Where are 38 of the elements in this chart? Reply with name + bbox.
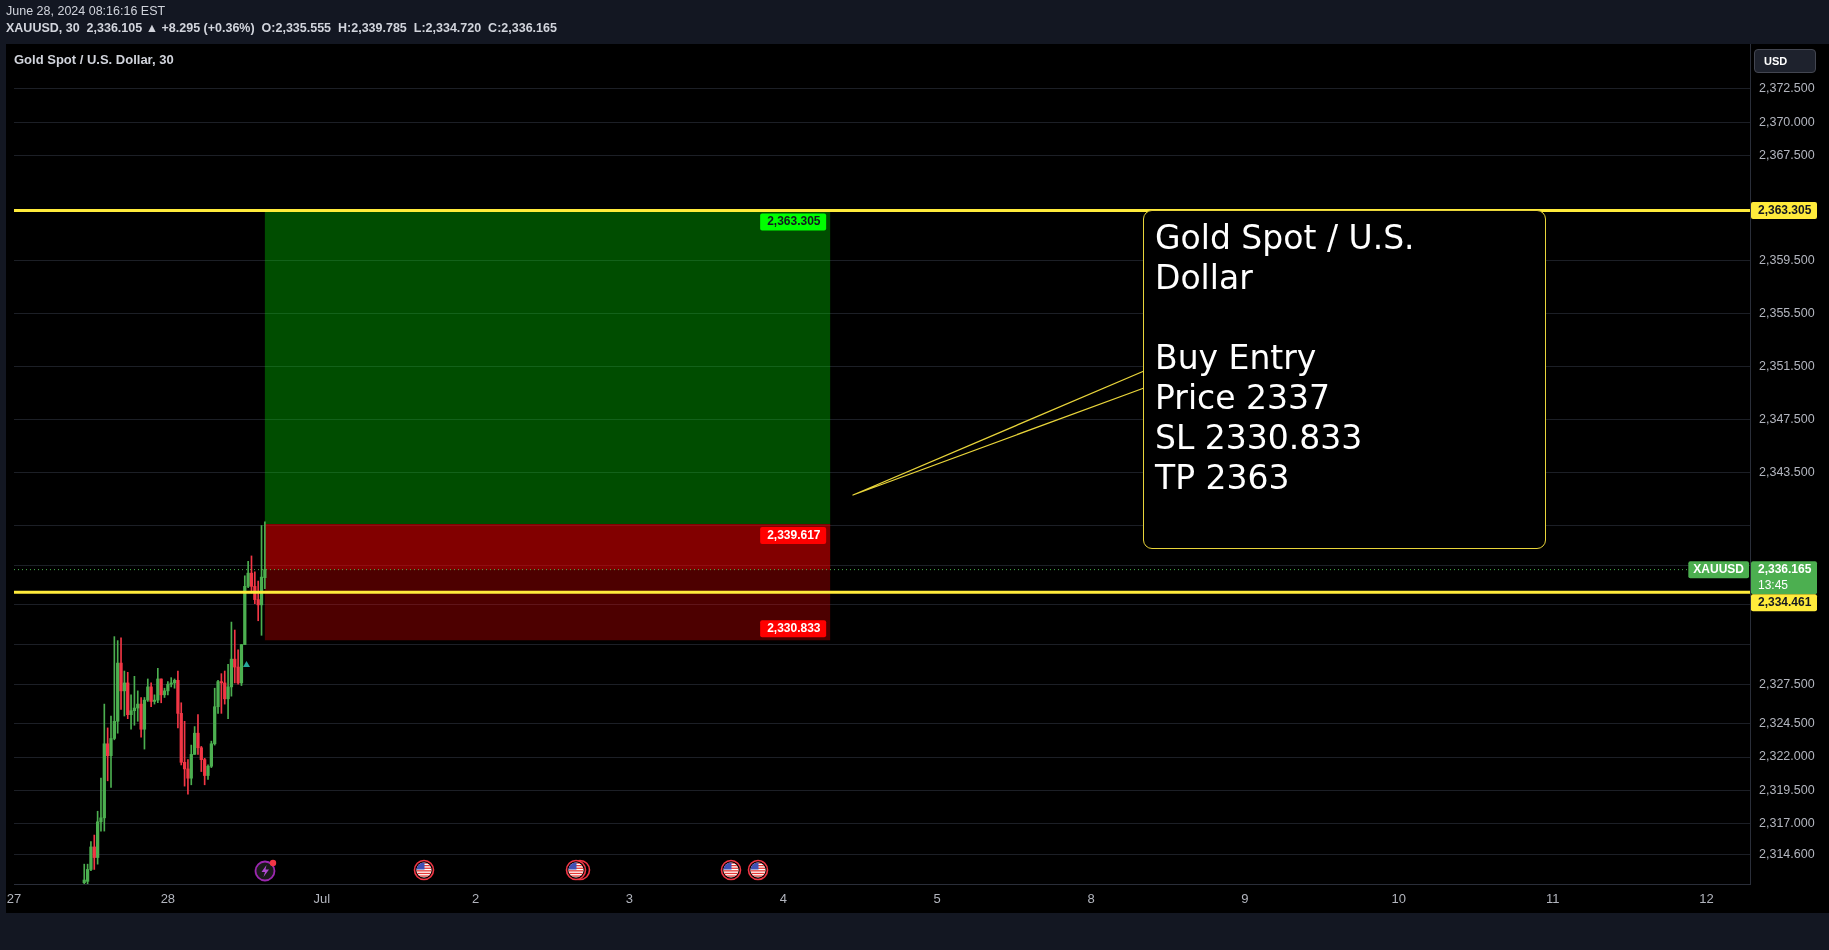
y-tick-label: 2,324.500 [1759, 716, 1815, 731]
x-tick-label: 8 [1087, 891, 1095, 907]
y-tick-label: 2,370.000 [1759, 114, 1815, 129]
y-tick-label: 2,314.600 [1759, 847, 1815, 862]
text: Gold Spot / U.S. Dollar, 30 [14, 52, 174, 67]
y-tick-label: 2,317.000 [1759, 815, 1815, 830]
band-label: 2,363.305 [767, 214, 821, 229]
y-tick-label: 2,327.500 [1759, 676, 1815, 691]
y-tick-label: 2,322.000 [1759, 749, 1815, 764]
x-tick-label: 12 [1699, 891, 1714, 907]
text: Gold Spot / U.S. Dollar Buy Entry Price 2337 SL 2330.833 TP 2363 [1155, 218, 1415, 497]
ref-line-label: 2,334.461 [1758, 594, 1812, 609]
y-axis-title: USD [1754, 49, 1816, 73]
y-tick-label: 2,319.500 [1759, 782, 1815, 797]
ref-line-label: 2,336.165 13:45 [1758, 561, 1812, 592]
ref-line-label: 2,363.305 [1758, 202, 1812, 217]
x-tick-label: 10 [1391, 891, 1407, 907]
text: XAUUSD, 30 2,336.105 ▲ +8.295 (+0.36%) O:2,335.555 H:2,339.785 L:2,334.720 C:2,336.165 [6, 21, 557, 35]
x-tick-label: 5 [933, 891, 941, 907]
y-tick-label: 2,343.500 [1759, 465, 1815, 480]
band-label: 2,330.833 [767, 620, 821, 635]
band-label: 2,339.617 [767, 527, 821, 542]
x-tick-label: 11 [1545, 891, 1560, 907]
y-tick-label: 2,355.500 [1759, 306, 1815, 321]
chart-subtitle: June 28, 2024 08:16:16 EST [6, 4, 166, 18]
y-tick-label: 2,347.500 [1759, 412, 1815, 427]
y-tick-label: 2,359.500 [1759, 253, 1815, 268]
x-tick-label: 4 [779, 891, 787, 907]
x-tick-label: 2 [471, 891, 480, 907]
y-tick-label: 2,372.500 [1759, 81, 1815, 96]
y-tick-label: 2,367.500 [1759, 147, 1815, 162]
y-tick-label: 2,351.500 [1759, 359, 1815, 374]
x-tick-label: 3 [625, 891, 634, 907]
x-tick-label: Jul [313, 891, 331, 907]
x-tick-label: 28 [160, 891, 176, 907]
annotation: XAUUSD [1693, 561, 1745, 576]
x-tick-label: 27 [6, 891, 22, 907]
x-tick-label: 9 [1241, 891, 1249, 907]
